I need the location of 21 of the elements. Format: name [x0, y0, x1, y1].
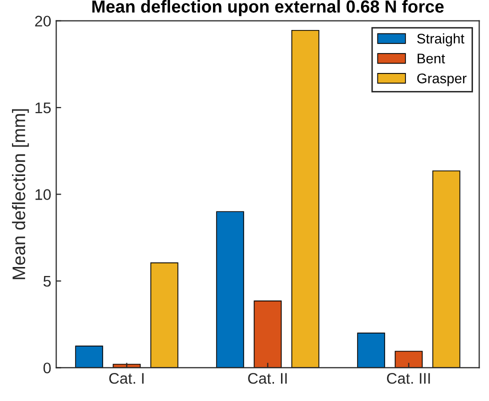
- y-tick-label: 0: [43, 362, 51, 374]
- legend-label: Straight: [417, 33, 464, 46]
- y-tick-label: 10: [36, 189, 51, 200]
- y-tick-label: 15: [36, 102, 51, 114]
- legend-label: Bent: [418, 54, 446, 64]
- y-tick-label: 5: [43, 276, 51, 287]
- legend-label: Grasper: [417, 74, 466, 86]
- bar: [216, 211, 244, 368]
- x-tick-label: Cat. III: [387, 372, 430, 384]
- chart-title: Mean deflection upon external 0.68 N force: [92, 0, 444, 16]
- bar: [75, 346, 104, 368]
- bar: [357, 332, 386, 368]
- bar: [291, 30, 320, 368]
- bar: [254, 300, 282, 368]
- y-axis-title: Mean deflection [mm]: [12, 109, 29, 280]
- bar: [432, 170, 460, 368]
- x-tick-label: Cat. I: [109, 372, 144, 384]
- bar: [150, 262, 178, 368]
- bar: [394, 350, 423, 368]
- y-tick-label: 20: [35, 16, 51, 27]
- x-tick-label: Cat. II: [248, 372, 287, 384]
